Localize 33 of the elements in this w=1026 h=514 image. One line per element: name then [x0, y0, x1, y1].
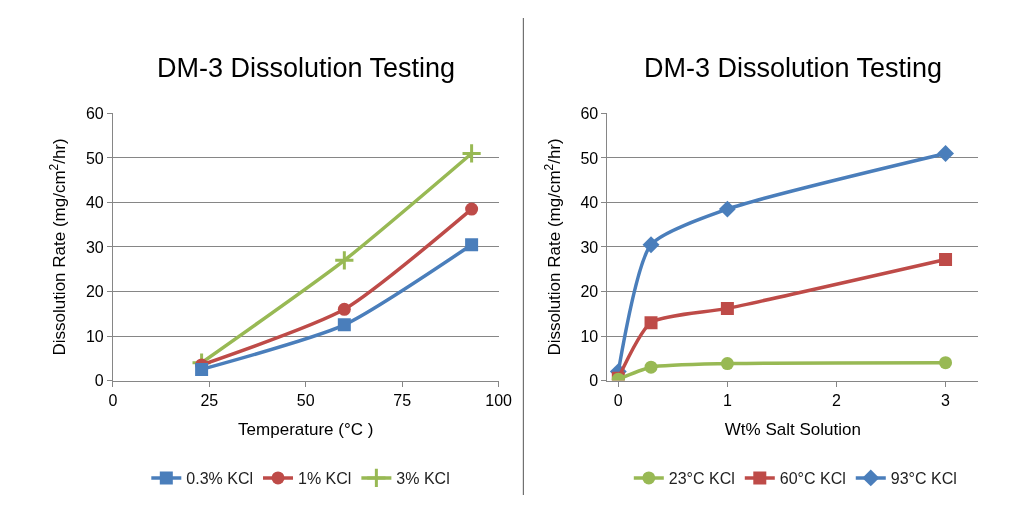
x-tick-label: 50 [296, 391, 315, 409]
y-tick-label: 10 [580, 327, 599, 345]
x-tick-label: 75 [393, 391, 412, 409]
y-tick-label: 0 [589, 372, 599, 390]
x-tick-label: 1 [722, 391, 732, 409]
y-tick-label: 20 [85, 283, 104, 301]
x-axis-title: Temperature (°C ) [238, 420, 374, 440]
y-tick-label: 30 [85, 238, 104, 256]
legend-label: 60°C KCl [779, 470, 846, 488]
y-tick-label: 60 [85, 105, 104, 122]
y-tick-label: 60 [580, 105, 599, 122]
y-tick-label: 30 [580, 238, 599, 256]
y-tick-label: 40 [85, 194, 104, 212]
legend-label: 0.3% KCl [186, 470, 254, 488]
x-tick-label: 25 [200, 391, 219, 409]
y-tick-label: 20 [580, 283, 599, 301]
legend-label: 23°C KCl [668, 470, 735, 488]
y-tick-label: 50 [580, 149, 599, 167]
x-tick-label: 3 [941, 391, 951, 409]
y-tick-label: 0 [94, 372, 104, 390]
legend-label: 3% KCl [396, 470, 450, 488]
legend-label: 1% KCl [298, 470, 352, 488]
x-tick-label: 0 [613, 391, 623, 409]
x-tick-label: 2 [832, 391, 842, 409]
y-tick-label: 50 [85, 149, 104, 167]
x-tick-label: 100 [485, 391, 513, 409]
y-tick-label: 40 [580, 194, 599, 212]
x-axis-title: Wt% Salt Solution [724, 420, 861, 440]
chart-title: DM-3 Dissolution Testing [644, 53, 943, 83]
legend-label: 93°C KCl [890, 470, 957, 488]
y-tick-label: 10 [85, 327, 104, 345]
chart-title: DM-3 Dissolution Testing [157, 53, 456, 83]
x-tick-label: 0 [108, 391, 118, 409]
